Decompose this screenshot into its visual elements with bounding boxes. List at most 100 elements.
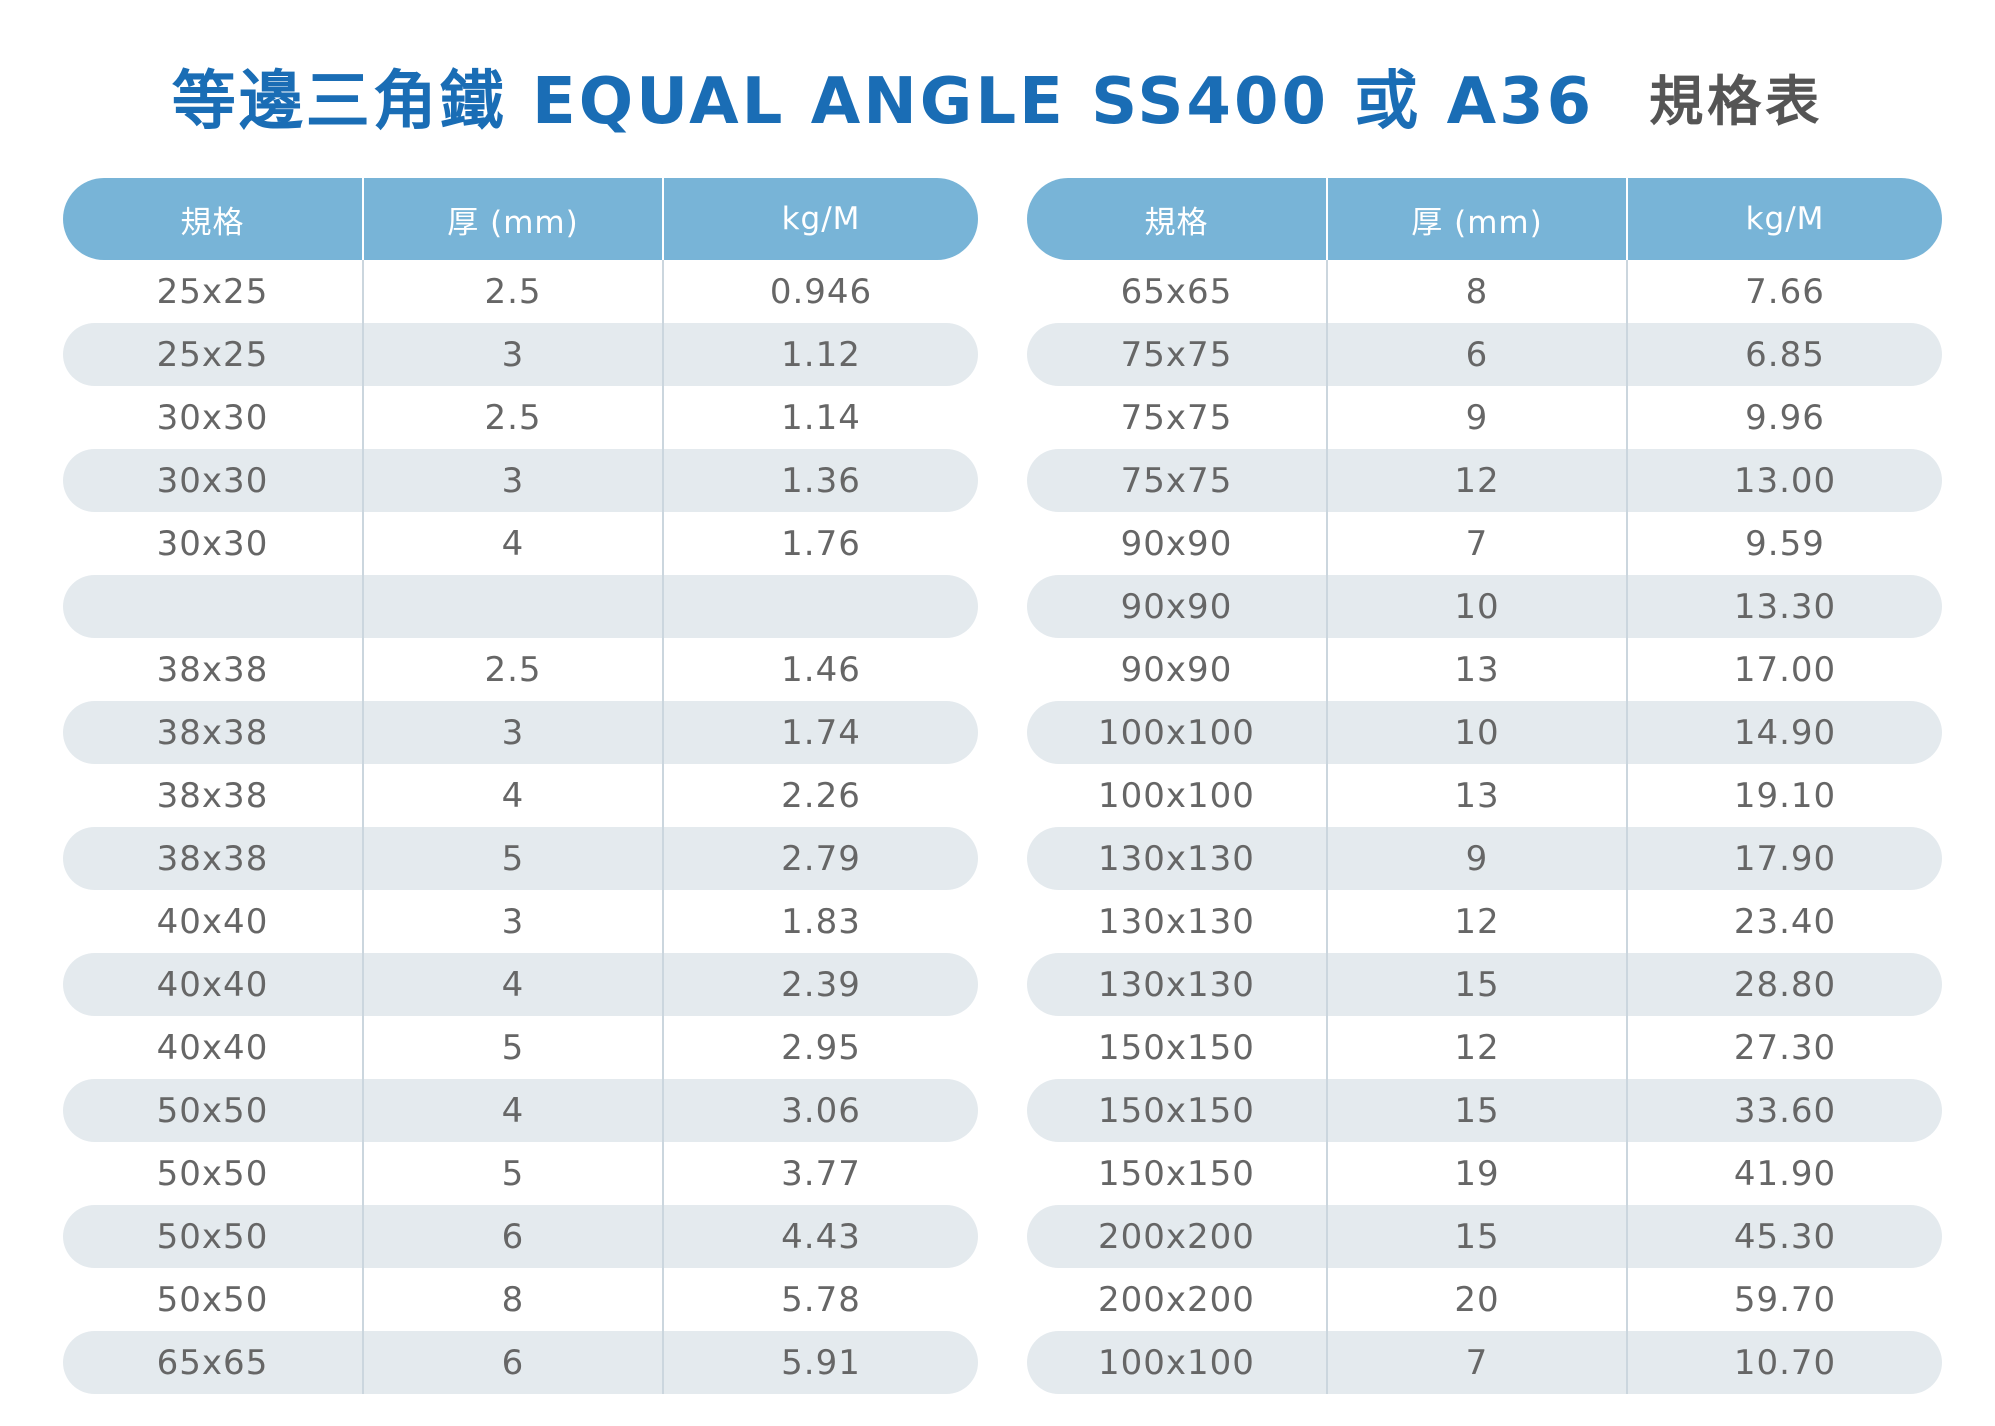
- cell-weight: 2.79: [662, 827, 978, 890]
- cell-weight: 14.90: [1626, 701, 1942, 764]
- table-row: 25x25 2.5 0.946: [63, 260, 978, 323]
- table-row: 38x38 2.5 1.46: [63, 638, 978, 701]
- table-row: 75x75 6 6.85: [1027, 323, 1942, 386]
- table-row: 90x90 10 13.30: [1027, 575, 1942, 638]
- table-row: 100x100 10 14.90: [1027, 701, 1942, 764]
- cell-thickness: 3: [362, 449, 663, 512]
- cell-spec: 150x150: [1098, 1153, 1255, 1194]
- cell-weight: 9.59: [1626, 512, 1942, 575]
- cell-spec: 50x50: [63, 1205, 363, 1268]
- cell-spec: 40x40: [156, 1027, 269, 1068]
- table-row: 75x75 12 13.00: [1027, 449, 1942, 512]
- cell-spec: 65x65: [1120, 271, 1233, 312]
- cell-thickness: 12: [1326, 449, 1627, 512]
- cell-weight: 17.00: [1626, 638, 1942, 701]
- table-row: 200x200 15 45.30: [1027, 1205, 1942, 1268]
- cell-thickness: 3: [362, 890, 663, 953]
- cell-thickness: 13: [1326, 764, 1627, 827]
- cell-weight: 17.90: [1626, 827, 1942, 890]
- cell-weight: 1.36: [662, 449, 978, 512]
- cell-weight: 2.26: [662, 764, 978, 827]
- spec-table-right: 規格 厚 (mm) kg/M 65x65 8 7.66 75x75 6 6.85 75x75…: [1027, 178, 1942, 1394]
- cell-thickness: 19: [1326, 1142, 1627, 1205]
- cell-weight: 5.91: [662, 1331, 978, 1394]
- cell-spec: 50x50: [156, 1153, 269, 1194]
- table-header-row: 規格 厚 (mm) kg/M: [63, 178, 978, 260]
- cell-weight: 3.77: [662, 1142, 978, 1205]
- cell-weight: 10.70: [1626, 1331, 1942, 1394]
- cell-thickness: 9: [1326, 386, 1627, 449]
- cell-weight: 6.85: [1626, 323, 1942, 386]
- table-row: 65x65 6 5.91: [63, 1331, 978, 1394]
- cell-spec: 38x38: [63, 827, 363, 890]
- header-weight: kg/M: [1626, 178, 1942, 260]
- page-subtitle: 規格表: [1649, 69, 1824, 133]
- cell-weight: 41.90: [1626, 1142, 1942, 1205]
- cell-spec: 25x25: [63, 323, 363, 386]
- cell-spec: 90x90: [1027, 575, 1327, 638]
- cell-spec: 75x75: [1120, 397, 1233, 438]
- table-row: 50x50 6 4.43: [63, 1205, 978, 1268]
- table-row: 38x38 5 2.79: [63, 827, 978, 890]
- cell-weight: 23.40: [1626, 890, 1942, 953]
- cell-spec: 90x90: [1120, 649, 1233, 690]
- cell-spec: 30x30: [156, 397, 269, 438]
- spec-table-left: 規格 厚 (mm) kg/M 25x25 2.5 0.946 25x25 3 1.12 30…: [63, 178, 978, 1394]
- cell-spec: 130x130: [1027, 827, 1327, 890]
- cell-spec: 200x200: [1098, 1279, 1255, 1320]
- cell-spec: 75x75: [1027, 323, 1327, 386]
- table-row: 30x30 4 1.76: [63, 512, 978, 575]
- cell-thickness: [362, 575, 663, 638]
- cell-spec: 100x100: [1027, 1331, 1327, 1394]
- cell-thickness: 20: [1326, 1268, 1627, 1331]
- cell-thickness: 3: [362, 323, 663, 386]
- table-row: 30x30 2.5 1.14: [63, 386, 978, 449]
- table-row: 200x200 20 59.70: [1027, 1268, 1942, 1331]
- table-row: 40x40 4 2.39: [63, 953, 978, 1016]
- cell-spec: 65x65: [63, 1331, 363, 1394]
- cell-spec: 130x130: [1098, 901, 1255, 942]
- header-thickness: 厚 (mm): [362, 178, 663, 260]
- table-row: 130x130 12 23.40: [1027, 890, 1942, 953]
- cell-weight: 28.80: [1626, 953, 1942, 1016]
- cell-thickness: 6: [362, 1205, 663, 1268]
- cell-thickness: 4: [362, 1079, 663, 1142]
- cell-thickness: 9: [1326, 827, 1627, 890]
- table-row: 50x50 5 3.77: [63, 1142, 978, 1205]
- table-row: 90x90 7 9.59: [1027, 512, 1942, 575]
- table-row: [63, 575, 978, 638]
- cell-spec: 100x100: [1027, 701, 1327, 764]
- cell-thickness: 8: [1326, 260, 1627, 323]
- cell-weight: 4.43: [662, 1205, 978, 1268]
- cell-thickness: 15: [1326, 1205, 1627, 1268]
- cell-spec: [63, 575, 363, 638]
- cell-spec: 40x40: [156, 901, 269, 942]
- header-weight: kg/M: [662, 178, 978, 260]
- cell-thickness: 8: [362, 1268, 663, 1331]
- cell-thickness: 4: [362, 512, 663, 575]
- cell-spec: 130x130: [1027, 953, 1327, 1016]
- cell-weight: 5.78: [662, 1268, 978, 1331]
- cell-weight: 3.06: [662, 1079, 978, 1142]
- cell-thickness: 2.5: [362, 260, 663, 323]
- cell-weight: 1.46: [662, 638, 978, 701]
- cell-thickness: 6: [362, 1331, 663, 1394]
- cell-weight: 7.66: [1626, 260, 1942, 323]
- table-row: 150x150 19 41.90: [1027, 1142, 1942, 1205]
- table-row: 100x100 7 10.70: [1027, 1331, 1942, 1394]
- table-row: 65x65 8 7.66: [1027, 260, 1942, 323]
- cell-thickness: 12: [1326, 890, 1627, 953]
- table-row: 100x100 13 19.10: [1027, 764, 1942, 827]
- cell-spec: 50x50: [156, 1279, 269, 1320]
- cell-weight: 1.14: [662, 386, 978, 449]
- cell-thickness: 5: [362, 827, 663, 890]
- table-row: 30x30 3 1.36: [63, 449, 978, 512]
- cell-thickness: 15: [1326, 953, 1627, 1016]
- table-row: 50x50 8 5.78: [63, 1268, 978, 1331]
- table-row: 40x40 5 2.95: [63, 1016, 978, 1079]
- cell-weight: 1.83: [662, 890, 978, 953]
- cell-weight: 27.30: [1626, 1016, 1942, 1079]
- page-title: 等邊三角鐵 EQUAL ANGLE SS400 或 A36: [171, 65, 1595, 139]
- cell-spec: 75x75: [1027, 449, 1327, 512]
